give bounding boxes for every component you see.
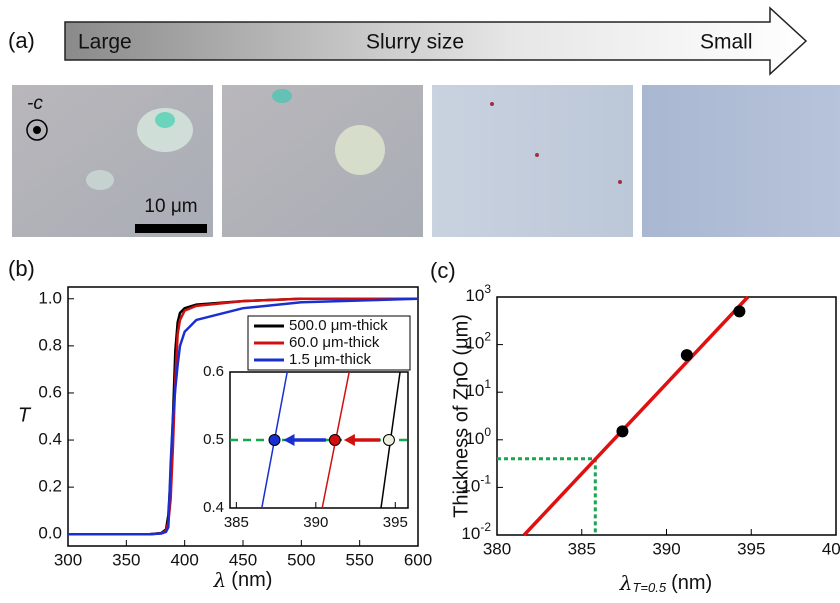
y-tick-label: 10-1: [461, 473, 491, 496]
x-tick-label: 390: [652, 539, 680, 558]
x-tick-label: 390: [303, 514, 328, 531]
x-tick-label: 380: [483, 539, 511, 558]
y-tick-label: 0.4: [38, 430, 62, 449]
y-tick-label: 103: [465, 282, 491, 305]
x-tick-label: 400: [170, 550, 198, 569]
marker: [328, 434, 341, 446]
x-tick-label: 395: [383, 514, 408, 531]
size-arrow: [64, 6, 808, 76]
legend-label: 60.0 μm-thick: [289, 334, 380, 351]
x-tick-label: 550: [345, 550, 373, 569]
axis-label: -c: [27, 93, 43, 114]
tick-exponent: 0: [484, 425, 491, 439]
x-tick-label: 385: [568, 539, 596, 558]
y-tick-label: 0.2: [38, 477, 62, 496]
panel-label: (a): [8, 28, 35, 53]
fit-line: [522, 295, 750, 537]
y-tick-label: 0.5: [203, 431, 224, 448]
micrographs: -c 10 μm: [12, 85, 840, 237]
data-point: [616, 425, 629, 438]
x-tick-label: 395: [737, 539, 765, 558]
series-line: [68, 297, 419, 536]
micrograph: [12, 85, 213, 237]
tick-base: 10: [465, 382, 484, 401]
plot-frame: [496, 296, 837, 536]
y-tick-label: 102: [465, 330, 491, 353]
marker: [382, 434, 395, 446]
panel-label: (b): [8, 256, 35, 281]
data-point: [733, 305, 746, 318]
x-axis-label: λT=0.5 (nm): [619, 571, 712, 596]
micrograph: [432, 85, 633, 237]
shift-arrow-head: [283, 434, 295, 446]
x-tick-label: 385: [224, 514, 249, 531]
x-tick-label: 350: [112, 550, 140, 569]
y-tick-label: 0.6: [203, 363, 224, 380]
y-tick-label: 10-2: [461, 520, 491, 543]
shift-arrow-head: [343, 434, 355, 446]
tick-base: 10: [465, 334, 484, 353]
x-tick-label: 300: [54, 550, 82, 569]
tick-base: 10: [461, 477, 480, 496]
legend-label: 500.0 μm-thick: [289, 317, 388, 334]
legend-label: 1.5 μm-thick: [289, 351, 371, 368]
data-point: [680, 349, 693, 362]
tick-exponent: -1: [480, 473, 491, 487]
label-symbol: λ: [619, 571, 633, 595]
micrograph: [222, 85, 423, 237]
arrow-right-label: Small: [700, 31, 753, 54]
y-tick-label: 100: [465, 425, 491, 448]
x-tick-label: 500: [287, 550, 315, 569]
tick-base: 10: [465, 429, 484, 448]
label-subscript: T=0.5: [632, 580, 666, 595]
tick-exponent: 3: [484, 282, 491, 296]
tick-exponent: -2: [480, 520, 491, 534]
y-tick-label: 0.6: [38, 382, 62, 401]
tick-base: 10: [465, 286, 484, 305]
x-tick-label: 450: [229, 550, 257, 569]
marker: [268, 434, 281, 446]
y-tick-label: 0.8: [38, 335, 62, 354]
y-tick-label: 0.4: [203, 499, 224, 516]
label-unit: (nm): [671, 572, 712, 594]
panel-label: (c): [430, 258, 456, 283]
x-tick-label: 400: [822, 539, 840, 558]
scale-bar-label: 10 μm: [144, 196, 197, 217]
arrow-left-label: Large: [78, 31, 132, 54]
label-symbol: λ: [213, 568, 227, 592]
y-tick-label: 101: [465, 377, 491, 400]
y-axis-label: T: [18, 404, 32, 426]
scale-bar: [135, 224, 207, 233]
arrow-center-label: Slurry size: [366, 31, 464, 54]
y-tick-label: 0.0: [38, 524, 62, 543]
tick-exponent: 2: [484, 330, 491, 344]
tick-exponent: 1: [484, 377, 491, 391]
x-tick-label: 600: [404, 550, 432, 569]
y-tick-label: 1.0: [38, 288, 62, 307]
label-unit: (nm): [231, 569, 272, 591]
micrograph: [642, 85, 840, 237]
y-axis-label: Thickness of ZnO (μm): [450, 314, 472, 518]
x-axis-label: λ (nm): [213, 568, 273, 592]
tick-base: 10: [461, 524, 480, 543]
